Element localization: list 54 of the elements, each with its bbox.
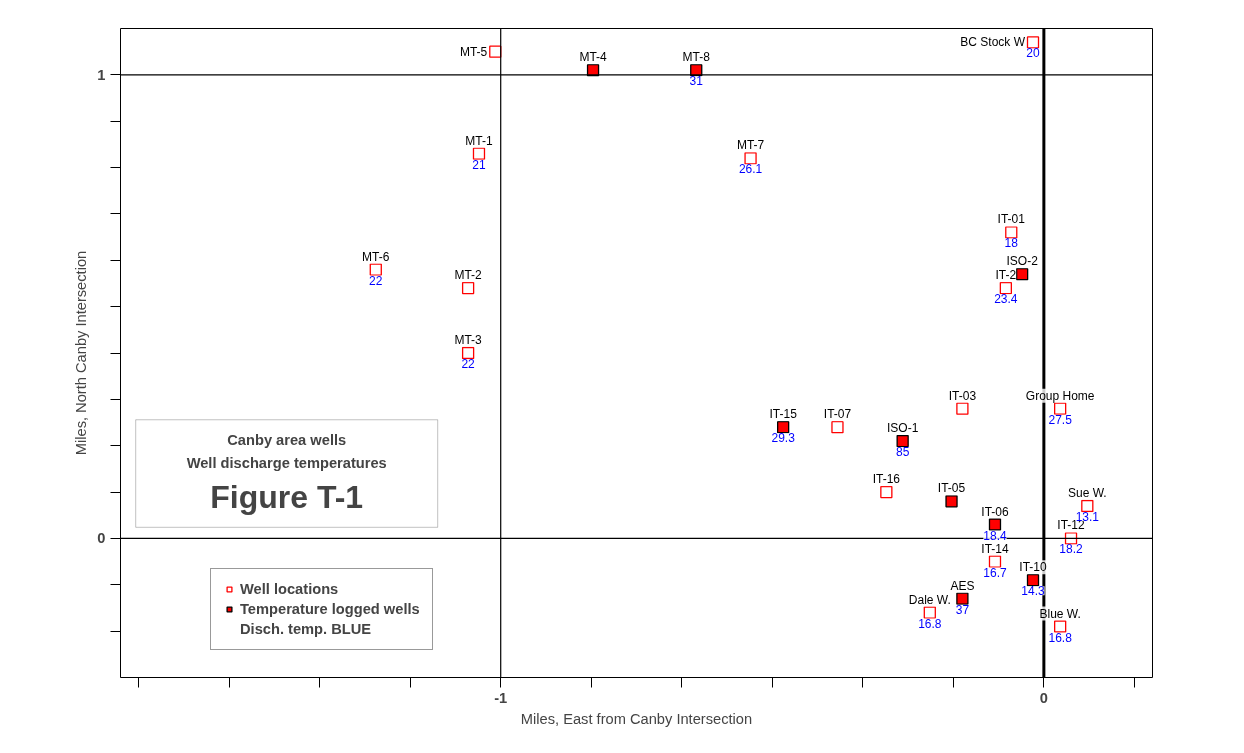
annotation: 26.1 [738, 162, 763, 177]
annotation: ISO-1 [886, 421, 919, 436]
annotation: Blue W. [1039, 606, 1081, 621]
annotation: Group Home [1025, 388, 1095, 403]
legend-label: Temperature logged wells [240, 601, 420, 617]
annotation: Sue W. [1067, 485, 1107, 500]
annotation: Dale W. [908, 592, 951, 607]
y-axis-title: Miles, North Canby Intersection [73, 250, 90, 456]
annotation: IT-2 [995, 268, 1017, 283]
annotation: MT-8 [682, 50, 711, 65]
annotation: IT-10 [1019, 560, 1047, 575]
annotation: MT-5 [459, 44, 488, 59]
annotation: 18 [1004, 236, 1019, 251]
annotation: IT-07 [823, 407, 852, 422]
annotation: MT-3 [454, 333, 483, 347]
annotation: AES [950, 578, 975, 593]
annotation: 85 [895, 445, 910, 460]
annotation: 18.2 [1059, 542, 1084, 557]
annotation: 27.5 [1048, 412, 1073, 427]
annotation: MT-1 [465, 133, 493, 148]
text: Well discharge temperatures [186, 454, 387, 471]
annotation: 16.8 [918, 616, 942, 631]
annotation: 20 [1026, 46, 1041, 61]
annotation: MT-2 [454, 268, 483, 283]
annotation: Disch. temp. BLUE [240, 621, 372, 637]
annotation: ISO-2 [1006, 254, 1039, 269]
annotation: 37 [955, 602, 970, 617]
annotation: MT-7 [736, 138, 765, 153]
annotation: 18.4 [983, 528, 1007, 543]
annotation: IT-05 [937, 481, 966, 496]
annotation: 16.7 [983, 565, 1007, 580]
legend-label: Well locations [240, 581, 339, 597]
annotation: 23.4 [994, 292, 1018, 307]
x-axis-title: Miles, East from Canby Intersection [520, 710, 753, 727]
annotation: 14.3 [1021, 584, 1046, 599]
annotation: 31 [689, 74, 704, 89]
annotation: 22 [369, 273, 383, 288]
y-tick-label: 1 [97, 66, 106, 83]
annotation: 22 [461, 357, 476, 371]
annotation: IT-15 [769, 407, 798, 422]
annotation: 21 [472, 157, 486, 172]
annotation: BC Stock W [960, 35, 1026, 50]
annotation: IT-01 [997, 212, 1026, 227]
annotation: MT-6 [362, 249, 390, 264]
annotation: IT-03 [948, 388, 977, 403]
annotation: MT-4 [579, 50, 608, 65]
annotation: IT-06 [981, 504, 1009, 519]
annotation: IT-14 [981, 541, 1009, 556]
annotation: 29.3 [771, 431, 796, 446]
annotation: IT-16 [872, 472, 901, 487]
annotation: Figure T-1 [210, 479, 364, 516]
x-tick-label: -1 [494, 689, 508, 706]
annotation: 16.8 [1048, 630, 1073, 645]
text: Canby area wells [227, 431, 347, 448]
